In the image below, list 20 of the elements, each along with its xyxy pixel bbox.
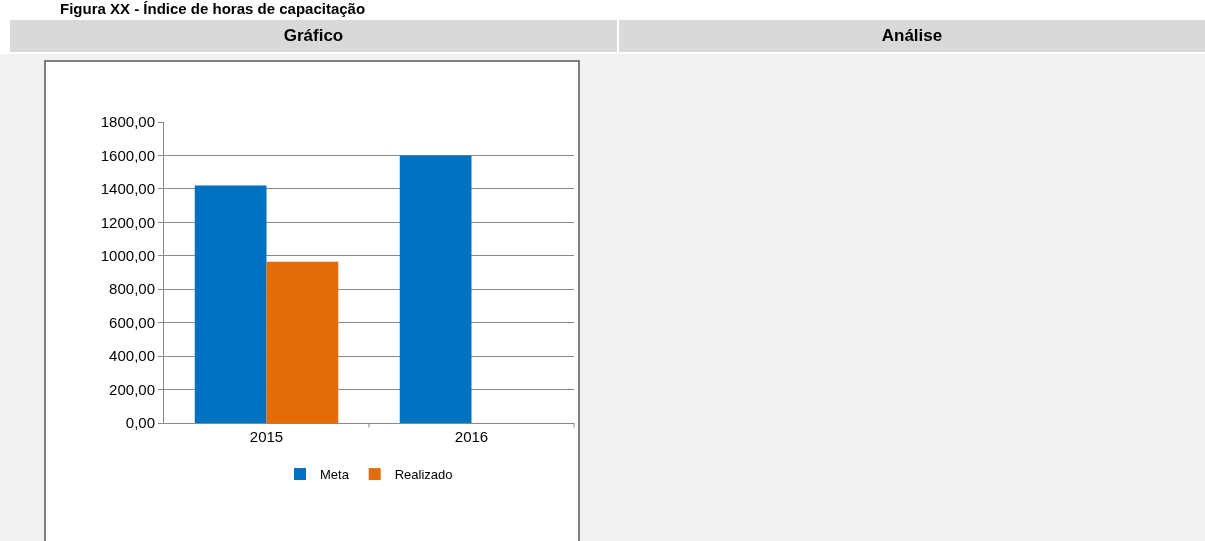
y-tick-label: 1200,00 — [100, 213, 155, 231]
bar — [266, 261, 339, 423]
y-tick-label: 1600,00 — [100, 146, 155, 164]
y-tick-label: 0,00 — [125, 414, 155, 432]
y-tick-label: 800,00 — [109, 280, 155, 298]
text: Análise — [619, 20, 1205, 52]
chart-title: Figura XX - Índice de horas de capacitação — [60, 0, 366, 18]
text: Gráfico — [10, 20, 617, 52]
y-tick-label: 1800,00 — [100, 113, 155, 131]
y-tick-label: 1400,00 — [100, 180, 155, 198]
bar — [399, 155, 472, 423]
legend-label: Realizado — [394, 467, 453, 483]
x-tick-label: 2015 — [249, 428, 284, 445]
x-tick-label: 2016 — [454, 428, 489, 445]
legend-label: Meta — [320, 467, 350, 483]
y-tick-label: 600,00 — [109, 313, 155, 331]
y-tick-label: 400,00 — [109, 347, 155, 365]
y-tick-label: 200,00 — [109, 380, 155, 398]
y-tick-label: 1000,00 — [100, 247, 155, 265]
bar — [194, 185, 267, 423]
